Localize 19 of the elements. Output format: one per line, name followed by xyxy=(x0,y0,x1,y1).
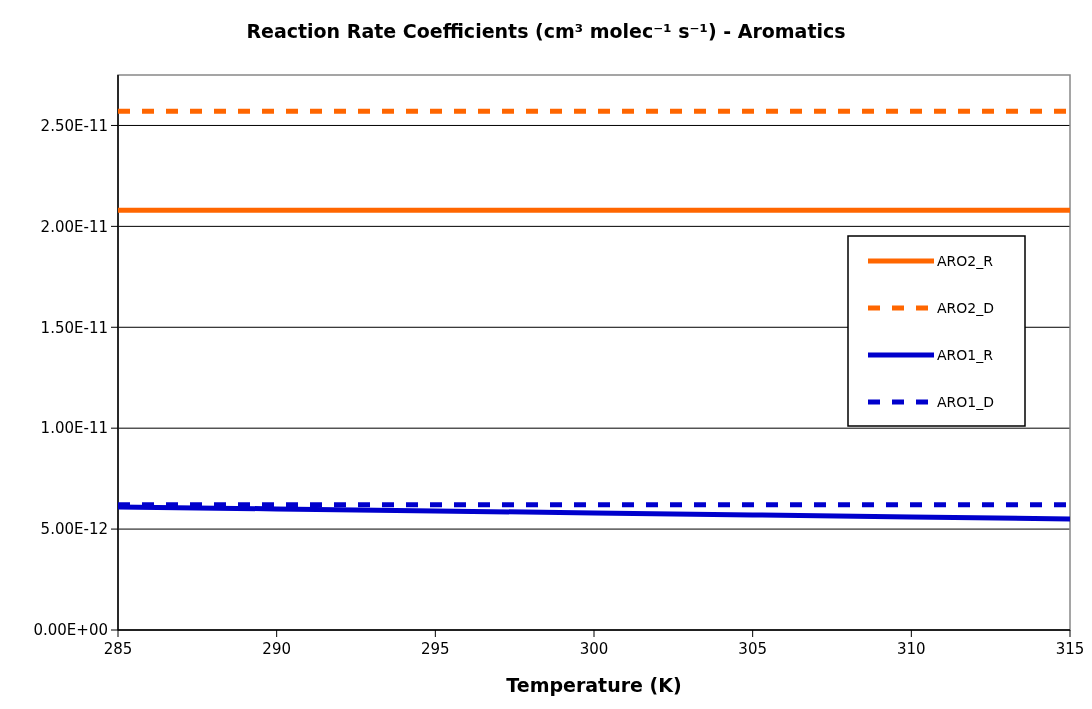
y-tick-label: 2.00E-11 xyxy=(40,217,108,236)
x-tick-label: 315 xyxy=(1055,640,1085,658)
x-tick-label: 300 xyxy=(579,640,609,658)
y-tick-label: 2.50E-11 xyxy=(40,116,108,135)
legend-label: ARO2_R xyxy=(937,252,994,269)
x-tick-label: 305 xyxy=(738,640,767,658)
legend-label: ARO2_D xyxy=(937,299,995,316)
legend-label: ARO1_D xyxy=(937,393,995,410)
x-tick-label: 285 xyxy=(103,640,133,658)
x-tick-label: 290 xyxy=(262,640,291,658)
y-tick-label: 1.00E-11 xyxy=(40,419,108,438)
chart-title: Reaction Rate Coefficients (cm³ molec⁻¹ s⁻¹) - Aromatics xyxy=(246,20,846,42)
y-tick-label: 0.00E+00 xyxy=(33,621,108,640)
x-axis-title: Temperature (K) xyxy=(506,674,682,696)
legend-label: ARO1_R xyxy=(937,346,994,363)
y-tick-label: 1.50E-11 xyxy=(40,318,108,337)
x-tick-label: 310 xyxy=(897,640,926,658)
y-tick-label: 5.00E-12 xyxy=(40,520,108,539)
x-tick-label: 295 xyxy=(421,640,450,658)
